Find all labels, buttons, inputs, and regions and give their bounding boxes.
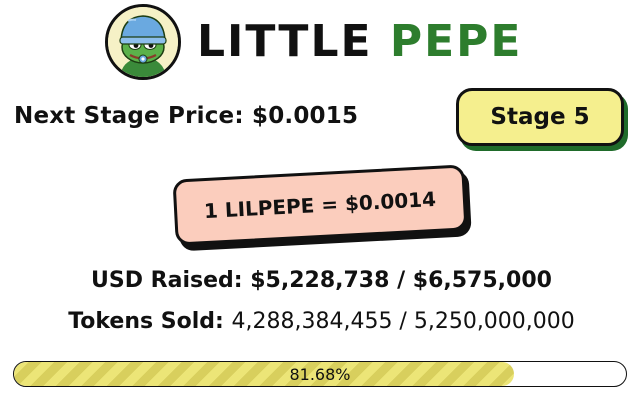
current-price-text: 1 LILPEPE = $0.0014 — [203, 186, 437, 224]
next-stage-price-value: $0.0015 — [251, 103, 359, 129]
stage-button[interactable]: Stage 5 — [456, 88, 624, 146]
usd-raised-label: USD Raised: — [91, 268, 243, 293]
current-price-badge: 1 LILPEPE = $0.0014 — [172, 164, 468, 246]
brand-word-pepe: PEPE — [389, 16, 523, 67]
presale-progress-bar: 81.68% — [13, 361, 627, 387]
next-stage-price: Next Stage Price: $0.0015 — [14, 103, 358, 129]
tokens-sold: Tokens Sold: 4,288,384,455 / 5,250,000,0… — [0, 309, 643, 334]
tokens-sold-value: 4,288,384,455 / 5,250,000,000 — [231, 309, 575, 334]
progress-label: 81.68% — [289, 364, 351, 384]
progress-fill — [14, 362, 514, 386]
usd-raised-value: $5,228,738 / $6,575,000 — [250, 268, 552, 293]
brand-title: LITTLE PEPE — [197, 20, 522, 64]
stage-button-label: Stage 5 — [490, 104, 590, 130]
usd-raised: USD Raised: $5,228,738 / $6,575,000 — [0, 268, 643, 293]
header: LITTLE PEPE — [105, 4, 522, 80]
next-stage-price-label: Next Stage Price: — [14, 103, 244, 129]
brand-word-little: LITTLE — [197, 16, 373, 67]
tokens-sold-label: Tokens Sold: — [68, 309, 224, 334]
pepe-logo-icon — [105, 4, 181, 80]
